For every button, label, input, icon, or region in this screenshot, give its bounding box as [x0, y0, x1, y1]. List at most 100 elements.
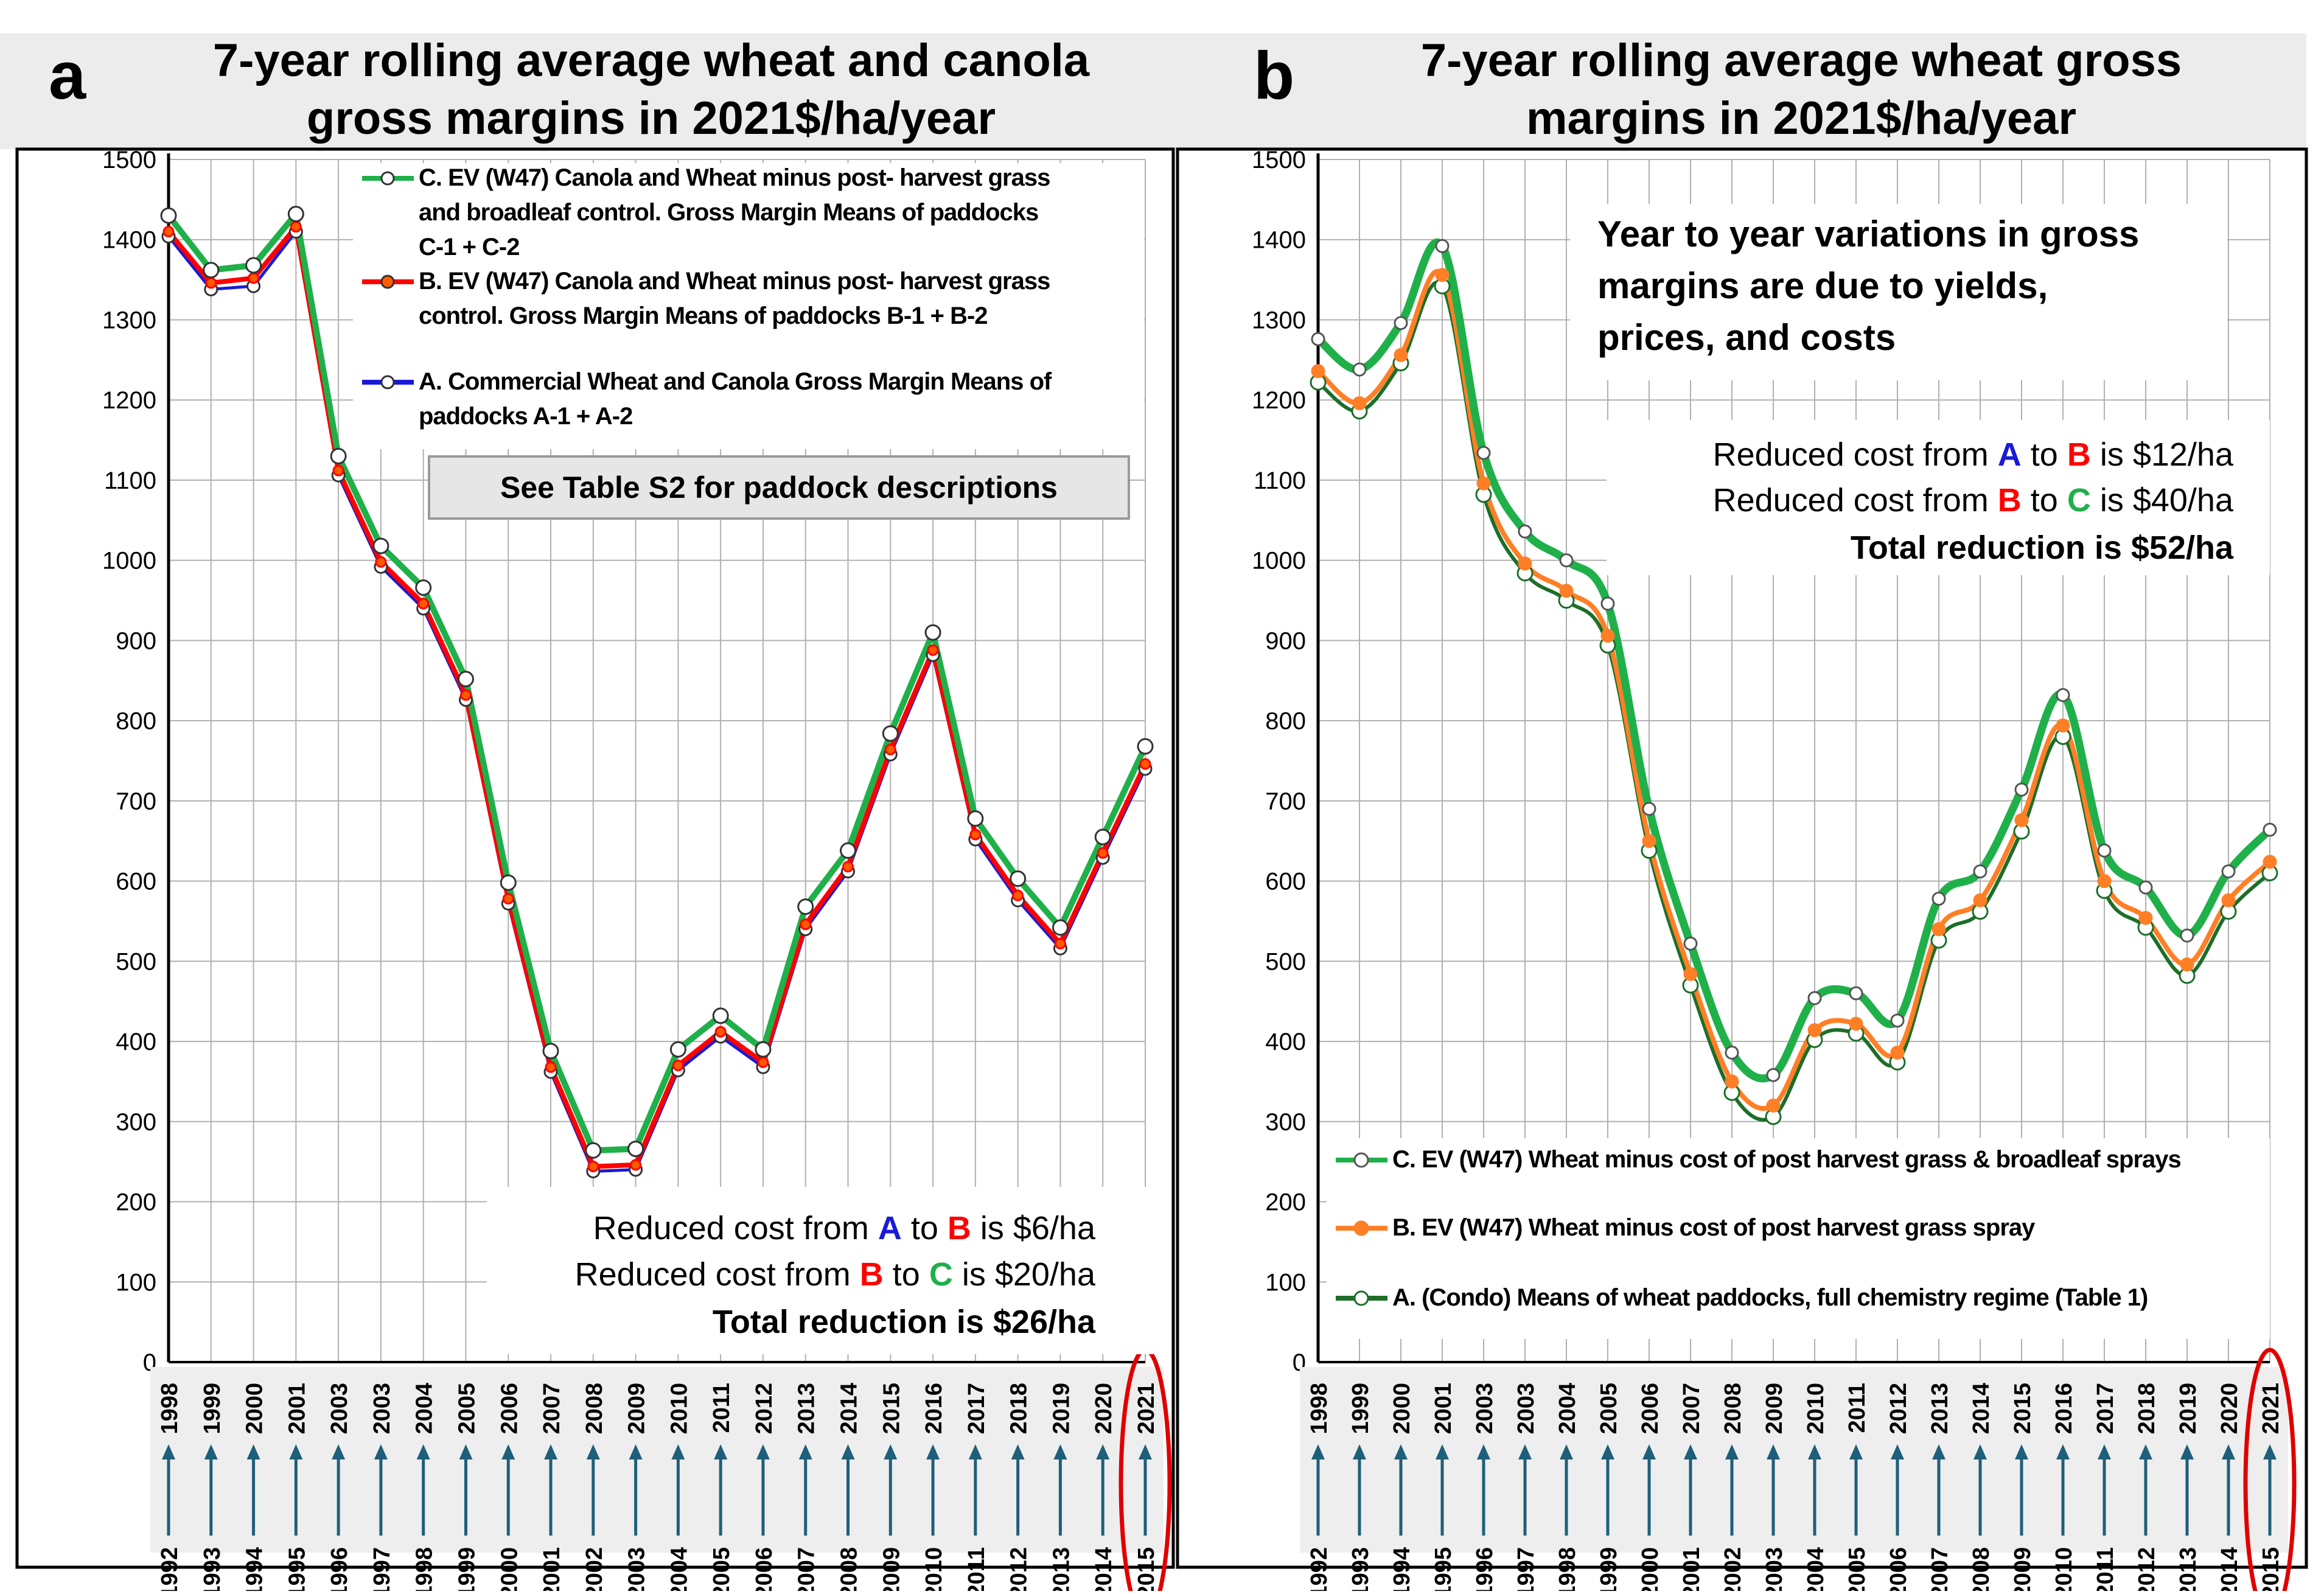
chart-b-data-point: [1559, 584, 1574, 598]
chart-a-data-point: [290, 221, 302, 233]
chart-a-data-point: [712, 1007, 729, 1024]
chart-b-x-tick-label: 2001: [1431, 1383, 1456, 1435]
chart-a-x-tick-label: 1998: [157, 1383, 183, 1435]
chart-a-x-arrow-head: [968, 1444, 982, 1459]
chart-a-data-point: [969, 828, 982, 841]
chart-a-x-arrow-head: [798, 1444, 812, 1459]
chart-b-y-tick-label: 700: [1265, 788, 1306, 815]
chart-a-x-tick-label: 2019: [1049, 1383, 1074, 1435]
chart-b-x-arrow-head: [2098, 1444, 2111, 1459]
chart-b-data-point: [1600, 596, 1615, 611]
reduction-box-a: [487, 1187, 1153, 1354]
chart-b-data-point: [1849, 1016, 1863, 1031]
chart-b-data-point: [2180, 957, 2194, 972]
chart-a-x-start-label: 1999: [454, 1547, 480, 1591]
chart-b-y-tick-label: 500: [1265, 948, 1306, 975]
chart-b-x-start-label: 2014: [2217, 1547, 2242, 1591]
chart-a-x-arrow-head: [332, 1444, 346, 1459]
chart-b-x-tick-label: 2000: [1389, 1383, 1415, 1435]
chart-a-x-arrow-head: [1011, 1444, 1025, 1459]
chart-a-y-tick-label: 400: [116, 1029, 156, 1055]
chart-b-x-arrow-head: [2263, 1444, 2277, 1459]
legend-a-label: C-1 + C-2: [419, 234, 520, 260]
chart-a-data-point: [245, 257, 262, 274]
chart-b-data-point: [2056, 718, 2070, 733]
chart-a-x-tick-label: 2005: [454, 1383, 480, 1435]
chart-a-x-tick-label: 2014: [837, 1383, 862, 1435]
chart-b-x-tick-label: 2017: [2093, 1383, 2118, 1435]
chart-a-data-point: [797, 898, 814, 915]
chart-b-data-point: [1600, 628, 1615, 643]
chart-a-y-tick-label: 1000: [102, 548, 156, 575]
chart-a-x-tick-label: 2004: [412, 1383, 438, 1435]
legend-b-label: B. EV (W47) Wheat minus cost of post har…: [1392, 1214, 2036, 1241]
title-band: [0, 33, 2306, 149]
chart-b-x-tick-label: 2010: [1803, 1383, 1829, 1435]
chart-a-data-point: [248, 272, 260, 284]
chart-a-y-tick-label: 900: [116, 627, 156, 654]
chart-b-data-point: [1518, 524, 1532, 539]
chart-a-x-tick-label: 2020: [1091, 1383, 1117, 1435]
chart-a-x-start-label: 2011: [964, 1547, 989, 1591]
panel-letter-a: a: [49, 38, 86, 113]
chart-a-x-tick-label: 2003: [369, 1383, 395, 1435]
chart-b-data-point: [1352, 396, 1367, 410]
chart-b-y-tick-label: 1400: [1252, 227, 1306, 254]
chart-b-x-tick-label: 2014: [1969, 1383, 1994, 1435]
chart-a-data-point: [800, 918, 812, 931]
chart-b-x-tick-label: 2021: [2258, 1383, 2284, 1435]
chart-b-y-tick-label: 600: [1265, 869, 1306, 895]
chart-a-x-arrow-head: [1139, 1444, 1152, 1459]
chart-b-x-tick-label: 2005: [1596, 1383, 1622, 1435]
chart-b-x-tick-label: 2007: [1679, 1383, 1705, 1435]
chart-a-data-point: [1139, 758, 1151, 770]
chart-a: 0100200300400500600700800900100011001200…: [102, 147, 1172, 1594]
chart-b-y-tick-label: 1500: [1252, 147, 1306, 173]
chart-a-data-point: [672, 1060, 684, 1072]
chart-b-x-tick-label: 2003: [1472, 1383, 1498, 1435]
chart-b-x-arrow-head: [1394, 1444, 1408, 1459]
chart-a-data-point: [545, 1061, 557, 1073]
chart-b-y-tick-label: 200: [1265, 1189, 1306, 1216]
chart-a-data-point: [669, 1041, 686, 1058]
chart-b-x-start-label: 1995: [1431, 1547, 1456, 1591]
chart-a-data-point: [502, 893, 514, 905]
chart-b-x-tick-label: 1998: [1307, 1383, 1332, 1435]
legend-a-swatch-marker: [380, 171, 395, 186]
chart-a-x-start-label: 2000: [497, 1547, 522, 1591]
chart-a-x-arrow-head: [162, 1444, 175, 1459]
chart-a-data-point: [884, 744, 896, 756]
chart-a-x-arrow-head: [926, 1444, 940, 1459]
chart-a-x-start-label: 2015: [1134, 1547, 1159, 1591]
reduction-box-b: [1607, 420, 2270, 575]
chart-b-x-arrow-head: [1973, 1444, 1987, 1459]
chart-b-x-start-label: 1992: [1307, 1547, 1332, 1591]
chart-b-data-point: [2138, 911, 2153, 925]
chart-a-x-tick-label: 2007: [539, 1383, 565, 1435]
chart-a-x-start-label: 2001: [539, 1547, 565, 1591]
chart-a-data-point: [840, 842, 857, 859]
chart-b-data-point: [1435, 268, 1450, 282]
chart-b-title-line1: 7-year rolling average wheat gross: [1421, 35, 2182, 86]
chart-b-x-start-label: 2012: [2134, 1547, 2160, 1591]
chart-b-x-start-label: 1993: [1348, 1547, 1373, 1591]
chart-a-data-point: [1094, 828, 1111, 845]
chart-b-x-start-label: 2006: [1886, 1547, 1911, 1591]
chart-a-data-point: [587, 1161, 599, 1173]
chart-a-x-tick-label: 2011: [709, 1383, 735, 1433]
chart-a-x-start-label: 2010: [921, 1547, 947, 1591]
chart-a-x-arrow-head: [289, 1444, 303, 1459]
chart-a-data-point: [375, 556, 387, 568]
chart-b-data-point: [1890, 1046, 1905, 1060]
chart-a-x-start-label: 1992: [157, 1547, 183, 1591]
chart-a-data-point: [372, 537, 389, 554]
chart-a-x-arrow-head: [629, 1444, 643, 1459]
chart-a-x-start-label: 2007: [794, 1547, 820, 1591]
chart-a-data-point: [714, 1026, 727, 1038]
chart-b-x-start-label: 1998: [1555, 1547, 1580, 1591]
chart-b-x-tick-label: 2019: [2176, 1383, 2201, 1435]
chart-b-y-tick-label: 1200: [1252, 387, 1306, 414]
chart-b-x-arrow-head: [1311, 1444, 1325, 1459]
legend-a-swatch-marker: [380, 375, 395, 390]
chart-b-data-point: [1890, 1013, 1905, 1028]
